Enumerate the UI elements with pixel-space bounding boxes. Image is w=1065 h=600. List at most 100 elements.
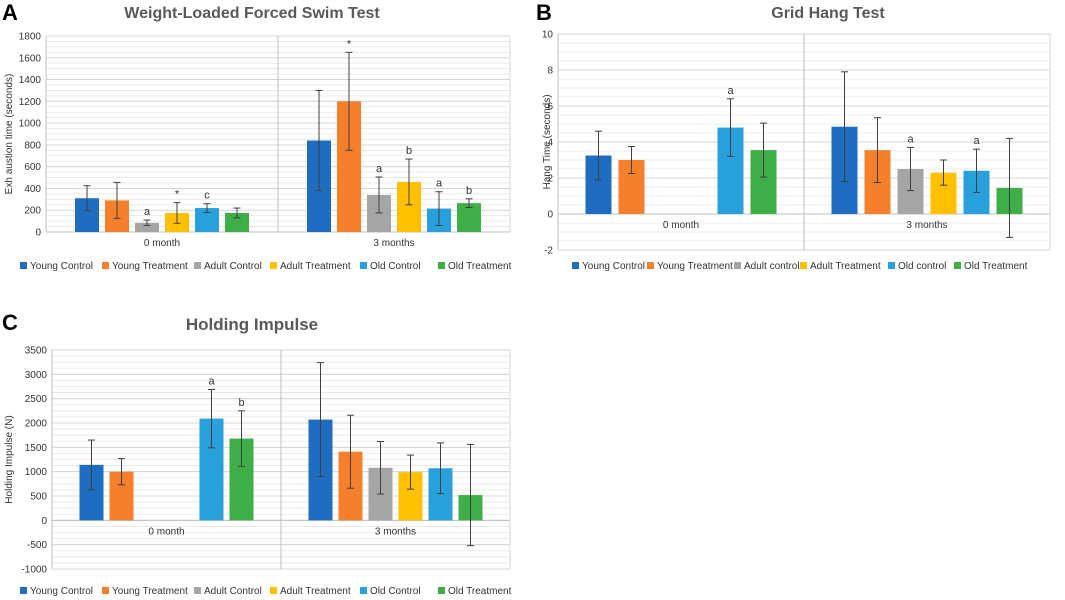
y-tick-label: 0	[41, 516, 47, 527]
legend-label: Old Control	[370, 261, 421, 272]
legend-label: Young Control	[30, 586, 93, 597]
legend-swatch	[438, 262, 445, 269]
y-tick-label: 3500	[25, 346, 48, 357]
y-tick-label: 1600	[19, 53, 42, 64]
significance-label: *	[347, 38, 352, 50]
legend-swatch	[102, 262, 109, 269]
chart-grid-hang: Grid Hang Test -2 0 2 4 6 8 10 Hang Time (second…	[542, 5, 1051, 272]
legend-swatch	[438, 587, 445, 594]
panel-a: A Weight-Loaded Forced Swim Test 0 200 400 6…	[0, 0, 520, 290]
significance-label: *	[175, 189, 180, 201]
panel-letter-c: C	[2, 310, 18, 335]
chart-holding-impulse: Holding Impulse -1000 -500 0 500 1000 1500 2000…	[4, 315, 512, 597]
y-tick-label: -2	[544, 246, 553, 257]
legend-label: Adult Control	[204, 261, 262, 272]
legend-label: Old Treatment	[964, 261, 1028, 272]
y-axis-label: Hang Time (seconds)	[542, 94, 553, 189]
legend-swatch	[194, 262, 201, 269]
significance-label: b	[238, 397, 244, 409]
significance-label: a	[144, 206, 151, 218]
significance-label: a	[376, 163, 383, 175]
legend-swatch	[647, 262, 654, 269]
legend-label: Adult Treatment	[810, 261, 881, 272]
y-tick-label: 400	[24, 184, 41, 195]
y-tick-label: 500	[30, 492, 47, 503]
legend-swatch	[360, 587, 367, 594]
y-tick-label: 800	[24, 140, 41, 151]
category-label: 3 months	[906, 220, 947, 231]
legend-label: Adult control	[744, 261, 800, 272]
bar-old-treatment	[225, 212, 249, 232]
legend-label: Young Treatment	[657, 261, 733, 272]
significance-label: c	[204, 190, 210, 202]
y-tick-label: -1000	[21, 565, 47, 576]
significance-label: a	[907, 133, 914, 145]
legend-label: Old Control	[370, 586, 421, 597]
legend-swatch	[734, 262, 741, 269]
y-tick-label: 8	[547, 66, 553, 77]
legend-swatch	[270, 587, 277, 594]
y-tick-label: 2	[547, 174, 553, 185]
category-label: 3 months	[373, 238, 414, 249]
category-label: 0 month	[144, 238, 180, 249]
legend-swatch	[20, 587, 27, 594]
y-tick-label: 1200	[19, 97, 42, 108]
legend-label: Adult Treatment	[280, 586, 351, 597]
y-tick-label: 0	[547, 210, 553, 221]
y-tick-label: 0	[35, 228, 41, 239]
category-label: 3 months	[375, 526, 416, 537]
legend-swatch	[102, 587, 109, 594]
significance-label: a	[973, 135, 980, 147]
legend-label: Adult Control	[204, 586, 262, 597]
chart-weight-loaded-forced-swim: Weight-Loaded Forced Swim Test 0 200 400 600…	[4, 5, 512, 272]
legend-swatch	[572, 262, 579, 269]
panel-b: B Grid Hang Test -2 0 2 4 6 8 10 Hang Time (seco…	[530, 0, 1065, 290]
y-tick-label: 600	[24, 162, 41, 173]
legend-label: Adult Treatment	[280, 261, 351, 272]
y-tick-label: 1500	[25, 443, 48, 454]
legend-swatch	[954, 262, 961, 269]
legend-swatch	[194, 587, 201, 594]
y-tick-label: 1400	[19, 75, 42, 86]
legend-label: Young Treatment	[112, 261, 188, 272]
significance-label: a	[208, 375, 215, 387]
y-tick-label: 10	[542, 30, 554, 41]
category-label: 0 month	[148, 526, 184, 537]
significance-label: a	[436, 178, 443, 190]
bar-adult-control	[135, 222, 159, 232]
y-tick-label: 3000	[25, 370, 48, 381]
y-tick-label: 2500	[25, 394, 48, 405]
y-tick-label: 1800	[19, 32, 42, 43]
y-tick-label: 4	[547, 138, 553, 149]
bar-old-control	[195, 208, 219, 232]
legend-swatch	[360, 262, 367, 269]
legend-swatch	[20, 262, 27, 269]
panel-c: C Holding Impulse -1000 -500 0 500 1000 1500 20…	[0, 308, 520, 600]
legend-label: Old Treatment	[448, 261, 512, 272]
legend-label: Young Treatment	[112, 586, 188, 597]
legend-swatch	[888, 262, 895, 269]
significance-label: a	[727, 85, 734, 97]
panel-letter-b: B	[536, 0, 552, 25]
significance-label: b	[466, 185, 472, 197]
legend-label: Young Control	[30, 261, 93, 272]
y-tick-label: 1000	[19, 119, 42, 130]
y-axis-label: Exh austion time (seconds)	[4, 74, 15, 195]
legend-label: Old control	[898, 261, 946, 272]
y-axis-label: Holding Impulse (N)	[4, 415, 15, 503]
legend-label: Young Control	[582, 261, 645, 272]
chart-title: Weight-Loaded Forced Swim Test	[124, 5, 380, 22]
significance-label: b	[406, 145, 412, 157]
legend-swatch	[800, 262, 807, 269]
category-label: 0 month	[663, 220, 699, 231]
y-tick-label: 6	[547, 102, 553, 113]
y-tick-label: 200	[24, 206, 41, 217]
y-tick-label: 2000	[25, 419, 48, 430]
y-tick-label: -500	[27, 540, 47, 551]
chart-title: Holding Impulse	[186, 315, 318, 334]
legend-swatch	[270, 262, 277, 269]
chart-title: Grid Hang Test	[771, 5, 885, 22]
y-tick-label: 1000	[25, 467, 48, 478]
panel-letter-a: A	[2, 0, 18, 25]
legend-label: Old Treatment	[448, 586, 512, 597]
